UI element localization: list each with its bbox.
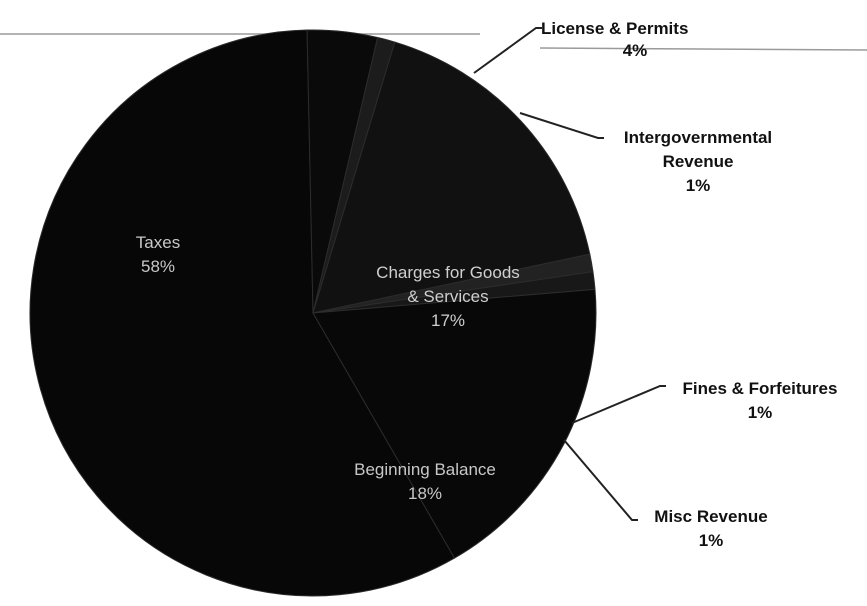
slice-label-charges-for-goods-and-services: Charges for Goods & Services 17%	[376, 263, 520, 330]
slice-label-misc-revenue-percent: 1%	[699, 531, 724, 550]
pie-slice-beginning-balance	[312, 288, 597, 559]
slice-label-charges-for-goods-and-services-line: & Services	[407, 287, 488, 306]
leader-line-license-and-permits	[473, 27, 542, 74]
pie-slice-taxes	[29, 29, 456, 597]
slice-label-beginning-balance-percent: 18%	[408, 484, 442, 503]
slice-label-misc-revenue-line: Misc Revenue	[654, 507, 767, 526]
leader-lines	[473, 27, 666, 521]
slice-label-intergovernmental-revenue-line: Revenue	[663, 152, 734, 171]
slice-label-misc-revenue: Misc Revenue	[654, 507, 767, 526]
pie-slice-charges-for-goods-and-services	[312, 41, 591, 314]
slice-label-license-and-permits: License & Permits	[541, 19, 688, 38]
leader-line-intergovernmental-revenue	[519, 112, 604, 139]
slice-labels: Taxes 58% License & Permits 4% Intergovernme…	[136, 19, 838, 550]
slice-label-beginning-balance-line: Beginning Balance	[354, 460, 496, 479]
slice-label-charges-for-goods-and-services-percent: 17%	[431, 311, 465, 330]
slice-label-fines-and-forfeitures-line: Fines & Forfeitures	[683, 379, 838, 398]
leader-line-misc-revenue	[563, 439, 638, 521]
leader-line-fines-and-forfeitures	[571, 385, 666, 424]
slice-label-license-and-permits-line: License & Permits	[541, 19, 688, 38]
pie-slices	[29, 29, 597, 597]
slice-label-license-and-permits-percent: 4%	[623, 41, 648, 60]
slice-label-taxes-line: Taxes	[136, 233, 180, 252]
slice-label-charges-for-goods-and-services-line: Charges for Goods	[376, 263, 520, 282]
slice-label-taxes: Taxes 58%	[136, 233, 180, 276]
slice-label-fines-and-forfeitures-percent: 1%	[748, 403, 773, 422]
slice-label-intergovernmental-revenue-line: Intergovernmental	[624, 128, 772, 147]
slice-label-taxes-percent: 58%	[141, 257, 175, 276]
slice-label-intergovernmental-revenue-percent: 1%	[686, 176, 711, 195]
slice-label-fines-and-forfeitures: Fines & Forfeitures	[683, 379, 838, 398]
slice-label-intergovernmental-revenue: Intergovernmental Revenue	[624, 128, 772, 171]
background-rule-right	[539, 47, 867, 51]
slice-label-beginning-balance: Beginning Balance 18%	[354, 460, 496, 503]
